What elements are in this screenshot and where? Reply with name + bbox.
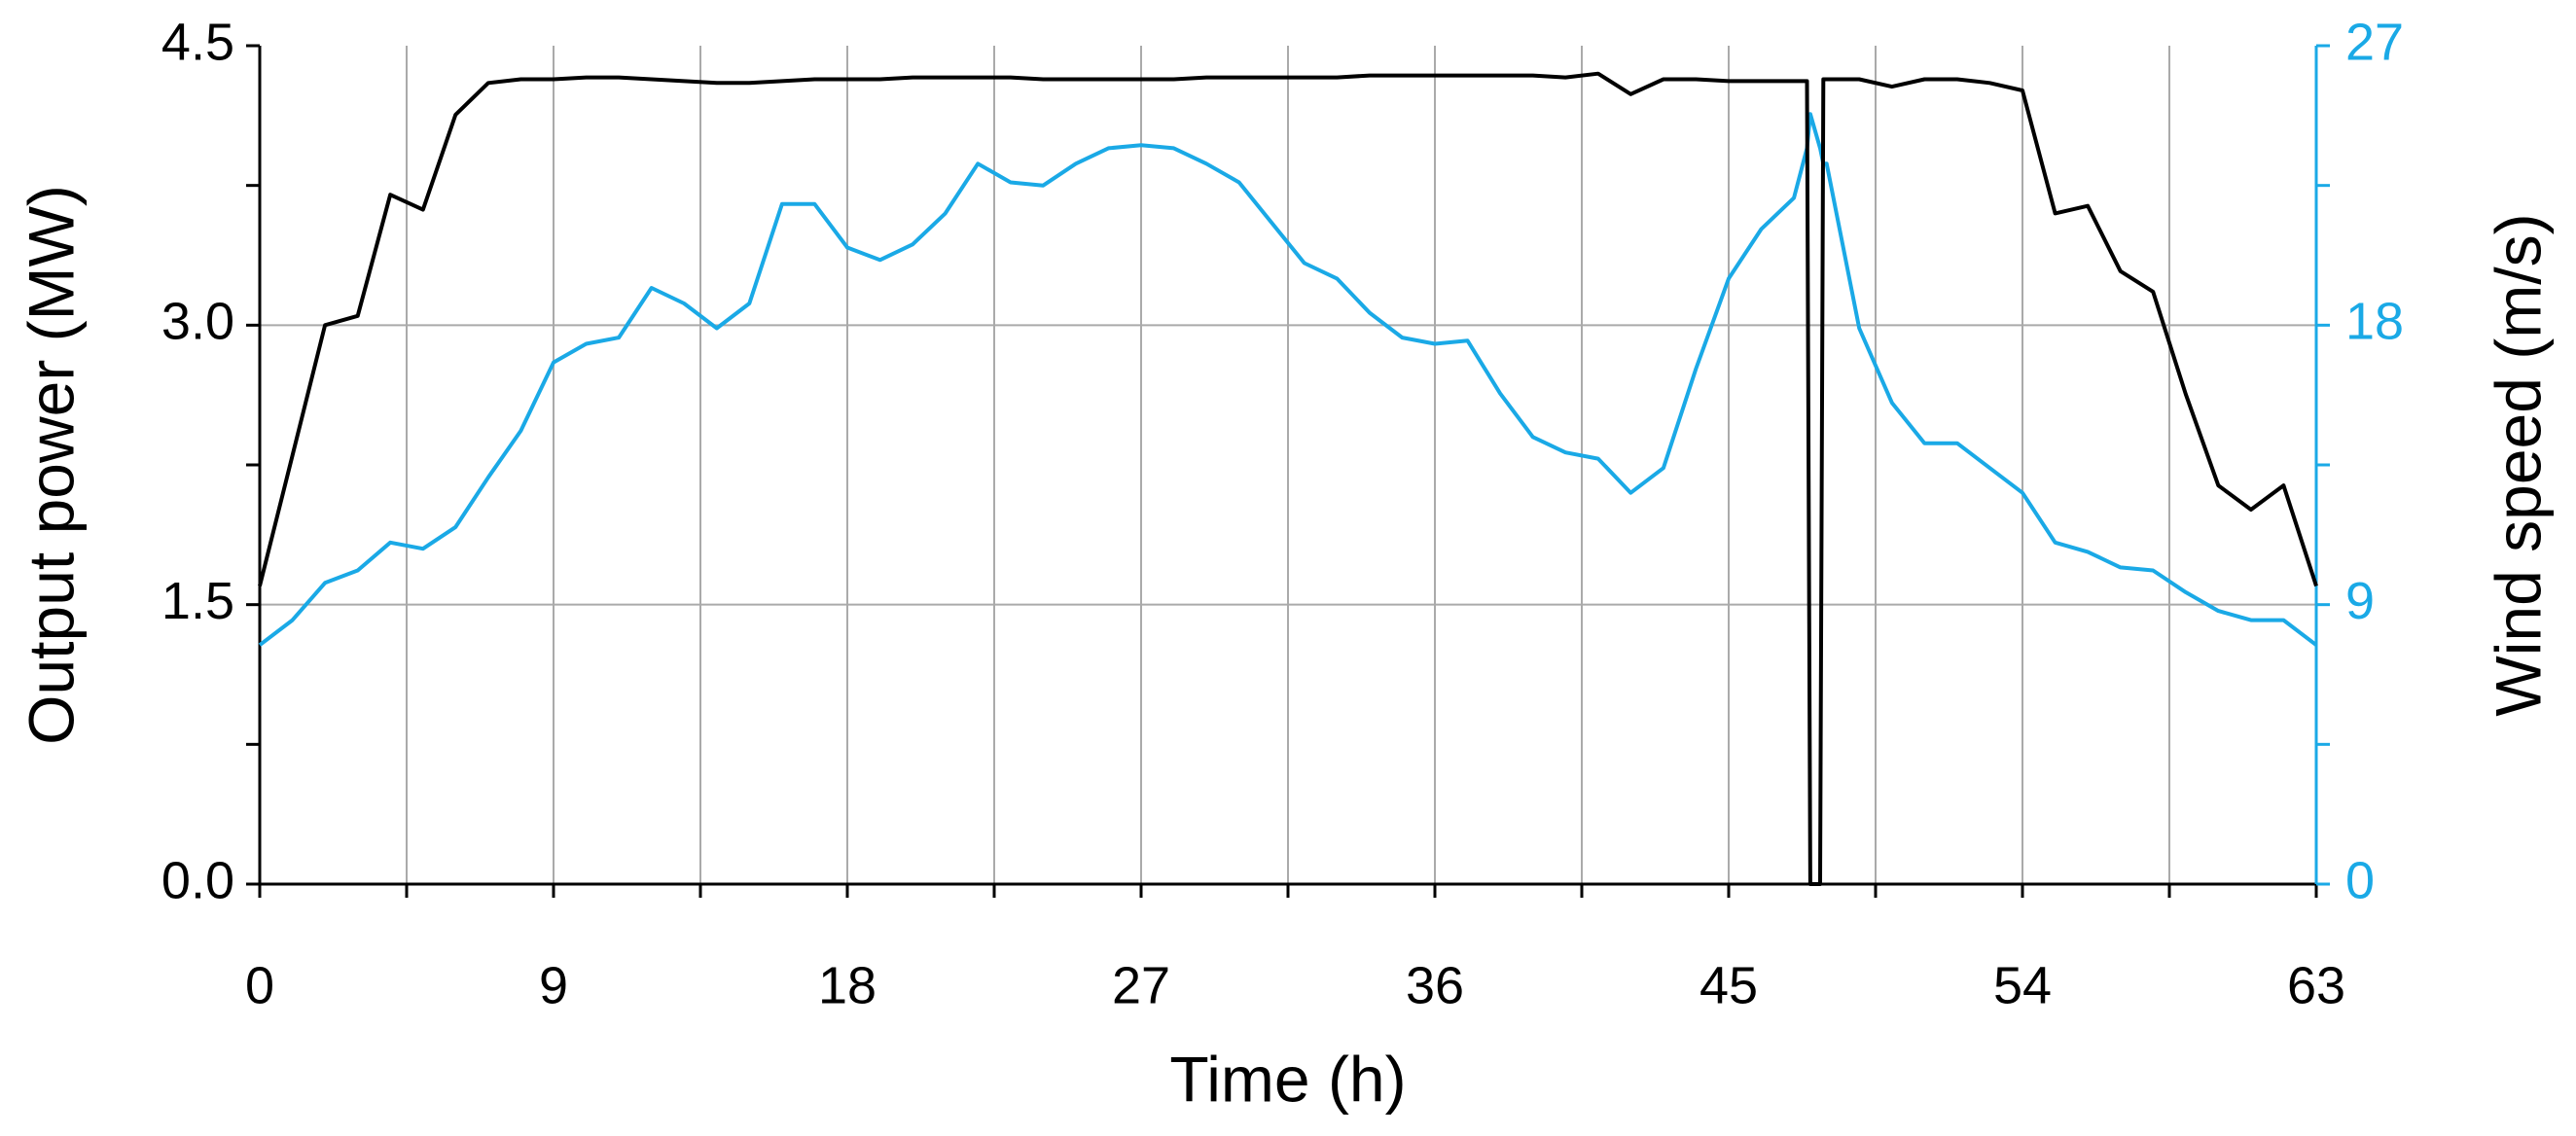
x-tick-label: 36	[1406, 956, 1464, 1014]
y2-tick-label: 0	[2345, 851, 2375, 909]
line-series	[258, 112, 2318, 647]
y-axis-title: Output power (MW)	[15, 185, 87, 745]
y2-tick-label: 18	[2345, 293, 2404, 351]
y2-tick-label: 9	[2345, 572, 2375, 630]
x-tick-label: 45	[1699, 956, 1758, 1014]
x-tick-label: 27	[1112, 956, 1170, 1014]
x-axis-title: Time (h)	[1169, 1043, 1406, 1115]
x-tick-label: 9	[539, 956, 568, 1014]
y-tick-label: 1.5	[161, 572, 234, 630]
y-tick-label: 4.5	[161, 13, 234, 71]
x-tick-label: 54	[1993, 956, 2052, 1014]
x-tick-label: 18	[818, 956, 877, 1014]
y2-tick-label: 27	[2345, 13, 2404, 71]
line-series	[258, 71, 2318, 886]
y-tick-label: 0.0	[161, 851, 234, 909]
x-tick-label: 63	[2287, 956, 2345, 1014]
x-tick-label: 0	[245, 956, 274, 1014]
y2-axis-title: Wind speed (m/s)	[2482, 213, 2554, 716]
y-tick-label: 3.0	[161, 293, 234, 351]
